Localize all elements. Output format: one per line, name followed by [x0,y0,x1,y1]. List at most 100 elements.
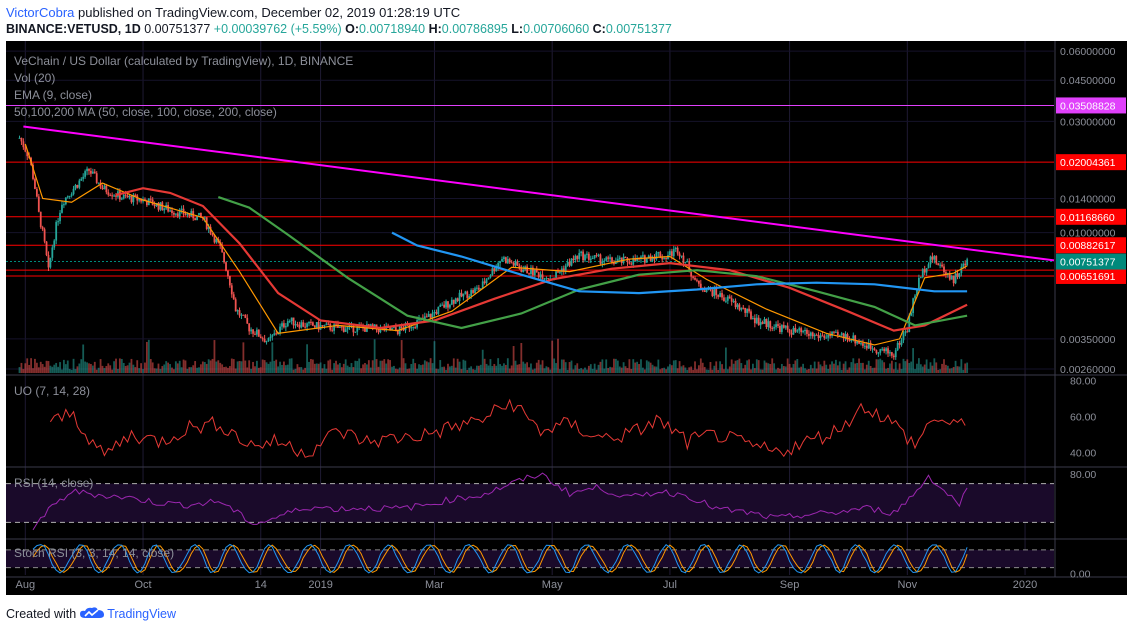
volume-bar [642,367,644,373]
volume-bar [586,369,588,373]
high-label: H: [428,22,442,36]
candle-body [84,171,87,177]
candle-body [717,294,720,297]
volume-bar [149,359,152,373]
volume-bar [914,369,916,373]
time-tick-label: Oct [134,579,151,591]
candle-body [614,261,617,265]
level-label: 0.01168660 [1060,212,1115,224]
volume-bar [829,364,832,373]
candle-body [547,278,550,280]
volume-bar [645,360,648,373]
volume-bar [350,363,353,373]
candle-body [433,312,436,314]
candle-body [862,343,864,346]
grid [6,41,1127,578]
candle-body [269,336,272,339]
volume-bar [178,360,181,373]
volume-bar [900,369,903,373]
candle-body [68,195,71,197]
candle-body [838,334,841,336]
candle-body [209,226,212,234]
candle-body [840,333,843,335]
volume-bar [802,363,804,373]
low-value: 0.00706060 [523,22,590,36]
volume-bar [433,341,436,373]
volume-bar [715,361,718,373]
volume-bar [690,366,693,373]
candle-body [24,147,27,152]
candle-body [699,283,702,289]
tradingview-link[interactable]: TradingView [107,606,176,621]
volume-bar [551,340,554,373]
volume-bar [630,369,633,373]
volume-bar [136,360,139,373]
volume-bar [439,360,442,373]
candle-body [43,229,46,242]
candle-body [109,194,112,196]
candle-body [74,184,77,189]
candle-body [97,182,100,184]
candle-body [186,213,189,215]
volume-bar [885,368,887,373]
volume-bar [746,360,749,373]
sub-panes [6,398,1054,574]
volume-bar [134,367,137,373]
candle-body [898,342,901,345]
volume-bar [362,364,364,373]
candle-body [178,209,181,217]
candle-body [512,262,515,266]
candle-body [694,277,696,280]
candle-body [533,269,536,276]
rsi-tick-label: 80.00 [1070,469,1096,481]
chart-panel[interactable]: 0.06000000 0.04500000 0.03000000 0.01400000… [6,41,1127,595]
candle-body [124,194,127,196]
candle-body [821,335,824,337]
volume-bar [628,359,631,373]
volume-bar [400,340,403,373]
volume-bar [902,358,905,373]
candle-body [541,274,544,280]
volume-bar [736,360,739,373]
candle-body [833,331,835,333]
volume-bar [945,364,947,373]
candle-body [518,265,521,269]
volume-bar [155,368,158,373]
volume-bar [101,365,104,373]
volume-bar [871,367,874,373]
candle-body [555,271,557,278]
volume-bar [333,363,336,373]
volume-bar [88,363,90,373]
volume-bar [124,365,127,373]
candle-body [954,273,957,284]
volume-bar [889,363,891,373]
candle-body [570,258,573,266]
candle-body [145,200,148,206]
price-tick-label: 0.03000000 [1060,116,1116,128]
open-label: O: [345,22,360,36]
candle-body [207,226,210,230]
candle-body [856,341,859,344]
candle-body [869,342,872,349]
candle-body [879,349,882,353]
candle-body [445,301,447,308]
candle-body [892,355,895,358]
candle-body [118,191,121,200]
volume-bar [117,368,119,373]
trendline [23,125,1055,262]
volume-bar [593,363,596,373]
volume-bar [757,360,760,373]
candle-body [501,259,503,262]
volume-bar [213,340,216,373]
uo-label: UO (7, 14, 28) [14,384,90,398]
candle-body [508,259,511,263]
chart-svg[interactable]: 0.06000000 0.04500000 0.03000000 0.01400000… [6,41,1127,595]
author-link[interactable]: VictorCobra [6,5,75,20]
volume-bar [118,358,121,373]
volume-bar [423,360,426,373]
volume-bar [626,368,629,373]
candle-body [396,330,399,335]
candle-body [713,288,716,296]
volume-bar [842,363,845,373]
candle-body [960,266,963,274]
